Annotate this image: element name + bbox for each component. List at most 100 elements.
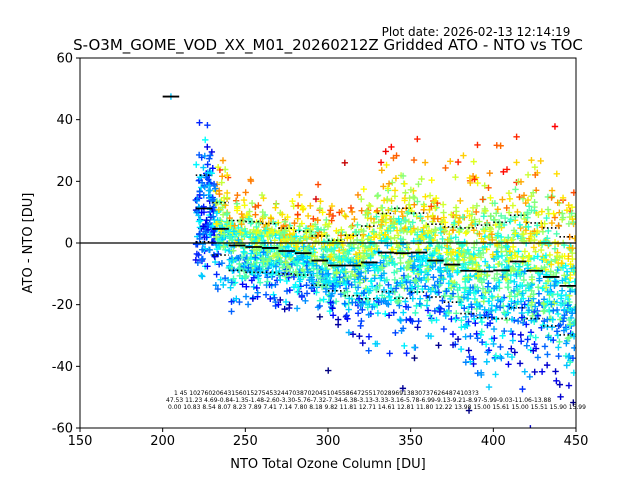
scatter-point <box>436 281 443 289</box>
scatter-point <box>212 233 220 241</box>
scatter-point <box>473 202 481 210</box>
scatter-point <box>198 272 205 279</box>
scatter-point <box>444 265 451 273</box>
scatter-point <box>308 276 316 283</box>
scatter-point <box>424 265 432 273</box>
x-tick-label: 400 <box>481 434 506 449</box>
scatter-point <box>418 175 425 183</box>
scatter-point <box>571 306 576 313</box>
scatter-point <box>204 143 211 151</box>
scatter-point <box>515 263 523 270</box>
scatter-point <box>520 192 528 199</box>
scatter-point <box>462 284 469 291</box>
scatter-point <box>375 267 382 274</box>
scatter-point <box>192 196 200 204</box>
scatter-point <box>571 318 576 325</box>
scatter-point <box>540 308 547 315</box>
scatter-point <box>325 220 333 228</box>
scatter-point <box>281 305 288 313</box>
scatter-point <box>363 294 370 302</box>
scatter-point <box>244 301 252 308</box>
scatter-point <box>457 197 464 205</box>
scatter-point <box>524 302 532 309</box>
x-tick-label: 300 <box>316 434 341 449</box>
scatter-point <box>429 212 436 219</box>
scatter-point <box>462 359 470 366</box>
scatter-point <box>534 222 541 229</box>
scatter-point <box>203 216 210 224</box>
scatter-point <box>348 281 355 289</box>
scatter-point <box>426 206 433 214</box>
scatter-point <box>523 218 530 226</box>
scatter-point <box>212 282 220 289</box>
scatter-point <box>528 207 535 214</box>
scatter-point <box>286 301 293 309</box>
scatter-point <box>332 298 340 305</box>
scatter-point <box>553 230 560 238</box>
scatter-point <box>292 233 300 240</box>
scatter-point <box>514 285 521 293</box>
scatter-point <box>325 270 332 277</box>
scatter-point <box>243 212 250 219</box>
scatter-point <box>493 270 501 278</box>
scatter-point <box>531 163 539 171</box>
scatter-point <box>258 191 266 199</box>
scatter-point <box>570 319 576 327</box>
y-axis: -60 -40 -20 0 20 40 60 <box>52 52 80 437</box>
scatter-point <box>333 268 340 276</box>
scatter-point <box>524 281 531 288</box>
scatter-point <box>499 196 506 203</box>
scatter-point <box>508 345 515 352</box>
scatter-point <box>411 201 418 208</box>
y-tick-label: 40 <box>56 113 73 128</box>
scatter-point <box>219 157 227 164</box>
scatter-point <box>491 200 499 207</box>
scatter-point <box>273 200 280 208</box>
scatter-point <box>344 288 351 295</box>
scatter-point <box>510 287 518 294</box>
scatter-point <box>203 234 210 241</box>
scatter-point <box>476 230 483 238</box>
scatter-point <box>328 202 336 210</box>
scatter-point <box>377 159 385 166</box>
scatter-point <box>466 255 473 262</box>
scatter-point <box>357 269 365 276</box>
scatter-point <box>403 349 410 357</box>
scatter-point <box>391 187 399 194</box>
scatter-point <box>378 222 386 230</box>
scatter-point <box>359 306 366 313</box>
scatter-point <box>452 234 459 241</box>
scatter-point <box>396 293 403 301</box>
scatter-point <box>319 209 326 216</box>
scatter-point <box>351 215 358 223</box>
scatter-point <box>325 367 332 374</box>
scatter-point <box>565 382 573 389</box>
scatter-point <box>296 223 304 230</box>
y-tick-label: 0 <box>65 237 73 252</box>
scatter-point <box>525 252 532 260</box>
scatter-point <box>394 244 402 251</box>
scatter-point <box>474 284 481 291</box>
scatter-point <box>530 254 538 262</box>
scatter-point <box>342 231 350 238</box>
scatter-point <box>483 358 490 365</box>
scatter-point <box>430 215 438 222</box>
scatter-point <box>481 227 488 235</box>
scatter-point <box>512 186 519 193</box>
scatter-point <box>544 206 552 213</box>
scatter-point <box>342 301 349 308</box>
scatter-point <box>252 211 259 218</box>
scatter-point <box>530 244 538 251</box>
scatter-point <box>193 161 200 168</box>
scatter-point <box>382 310 389 318</box>
scatter-point <box>227 284 234 291</box>
scatter-point <box>509 330 516 338</box>
scatter-point <box>570 333 576 340</box>
scatter-point <box>413 278 420 285</box>
scatter-point <box>201 152 208 160</box>
scatter-point <box>354 221 361 229</box>
scatter-point <box>212 185 219 192</box>
scatter-point <box>214 164 222 171</box>
scatter-point <box>295 227 303 234</box>
scatter-point <box>487 194 494 201</box>
